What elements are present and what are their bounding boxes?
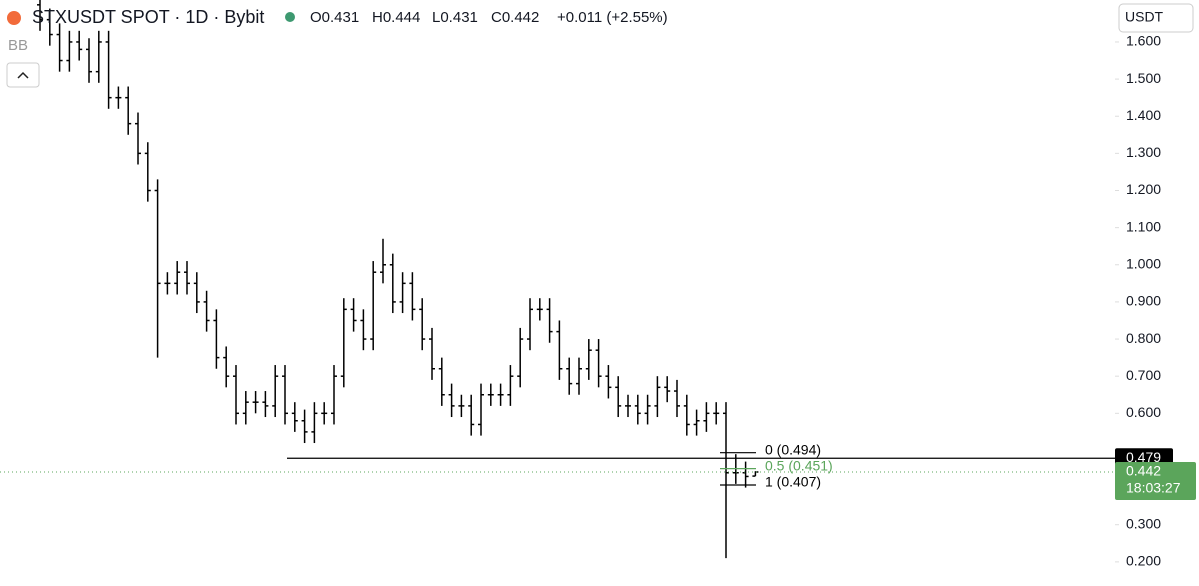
y-tick-label: 1.200	[1126, 181, 1161, 197]
ohlc-close: C0.442	[491, 9, 539, 26]
y-tick-label: 1.300	[1126, 144, 1161, 160]
collapse-icon	[17, 71, 29, 79]
status-dot	[285, 12, 295, 22]
symbol-title: STXUSDT SPOT · 1D · Bybit	[32, 7, 264, 27]
y-tick-label: 1.500	[1126, 70, 1161, 86]
overlay: STXUSDT SPOT · 1D · Bybit O0.431 H0.444 …	[6, 3, 1196, 500]
y-tick-label: 0.700	[1126, 367, 1161, 383]
y-tick-label: 1.000	[1126, 255, 1161, 271]
y-tick-label: 0.200	[1126, 553, 1161, 569]
ohlc-high: H0.444	[372, 9, 420, 26]
ohlc-change: +0.011 (+2.55%)	[557, 9, 668, 26]
y-tick-label: 0.300	[1126, 515, 1161, 531]
last-price-label: 0.442	[1126, 463, 1161, 479]
y-tick-label: 0.800	[1126, 330, 1161, 346]
indicator-label[interactable]: BB	[8, 37, 28, 54]
fib-label: 1 (0.407)	[765, 474, 821, 490]
symbol-icon	[7, 11, 21, 25]
y-tick-label: 1.400	[1126, 107, 1161, 123]
ohlc-open: O0.431	[310, 9, 359, 26]
y-tick-label: 0.900	[1126, 293, 1161, 309]
ohlc-low: L0.431	[432, 9, 478, 26]
plot-pane: 0 (0.494)0.5 (0.451)1 (0.407)	[0, 0, 1115, 559]
y-tick-label: 0.600	[1126, 404, 1161, 420]
collapse-button[interactable]	[6, 62, 40, 88]
y-tick-label: 1.600	[1126, 33, 1161, 49]
fib-label: 0 (0.494)	[765, 441, 821, 457]
y-tick-label: 1.100	[1126, 218, 1161, 234]
fib-label: 0.5 (0.451)	[765, 457, 833, 473]
currency-button[interactable]	[1118, 3, 1194, 33]
currency-label: USDT	[1125, 9, 1164, 25]
countdown-label: 18:03:27	[1126, 480, 1181, 496]
price-tag-label: 0.479	[1126, 449, 1161, 465]
last-price-tag	[1115, 461, 1196, 500]
